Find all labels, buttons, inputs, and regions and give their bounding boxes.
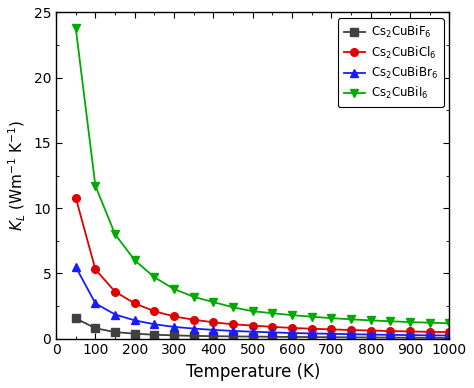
Cs$_2$CuBiBr$_6$ <box>152 322 157 327</box>
Cs$_2$CuBiI$_6$ <box>92 184 98 188</box>
Cs$_2$CuBiI$_6$ <box>270 311 275 315</box>
Cs$_2$CuBiF$_6$ <box>92 326 98 331</box>
Cs$_2$CuBiI$_6$ <box>328 316 334 320</box>
Cs$_2$CuBiBr$_6$ <box>112 312 118 317</box>
Cs$_2$CuBiI$_6$ <box>112 232 118 237</box>
Cs$_2$CuBiF$_6$ <box>191 334 197 338</box>
Cs$_2$CuBiI$_6$ <box>73 26 79 30</box>
Cs$_2$CuBiF$_6$ <box>407 335 413 340</box>
Cs$_2$CuBiF$_6$ <box>132 331 137 336</box>
Cs$_2$CuBiBr$_6$ <box>73 265 79 269</box>
Cs$_2$CuBiI$_6$ <box>191 294 197 299</box>
Cs$_2$CuBiBr$_6$ <box>309 331 315 336</box>
Cs$_2$CuBiCl$_6$ <box>112 289 118 294</box>
Cs$_2$CuBiF$_6$ <box>210 334 216 338</box>
Cs$_2$CuBiI$_6$ <box>309 314 315 319</box>
Cs$_2$CuBiBr$_6$ <box>230 329 236 333</box>
Cs$_2$CuBiBr$_6$ <box>328 331 334 336</box>
Line: Cs$_2$CuBiCl$_6$: Cs$_2$CuBiCl$_6$ <box>72 194 453 336</box>
Cs$_2$CuBiBr$_6$ <box>427 333 433 338</box>
Cs$_2$CuBiI$_6$ <box>250 309 255 314</box>
Line: Cs$_2$CuBiF$_6$: Cs$_2$CuBiF$_6$ <box>72 315 453 342</box>
Cs$_2$CuBiCl$_6$ <box>309 326 315 331</box>
Cs$_2$CuBiF$_6$ <box>328 335 334 340</box>
Line: Cs$_2$CuBiI$_6$: Cs$_2$CuBiI$_6$ <box>72 24 453 327</box>
Cs$_2$CuBiCl$_6$ <box>230 322 236 327</box>
Cs$_2$CuBiI$_6$ <box>289 313 295 317</box>
Cs$_2$CuBiBr$_6$ <box>250 329 255 334</box>
Cs$_2$CuBiCl$_6$ <box>289 326 295 330</box>
Cs$_2$CuBiF$_6$ <box>427 336 433 340</box>
Cs$_2$CuBiI$_6$ <box>427 320 433 325</box>
Cs$_2$CuBiI$_6$ <box>407 320 413 324</box>
Cs$_2$CuBiF$_6$ <box>309 335 315 340</box>
Cs$_2$CuBiI$_6$ <box>210 300 216 305</box>
Cs$_2$CuBiI$_6$ <box>348 317 354 322</box>
Cs$_2$CuBiBr$_6$ <box>132 318 137 323</box>
Cs$_2$CuBiCl$_6$ <box>73 196 79 200</box>
X-axis label: Temperature (K): Temperature (K) <box>186 363 320 381</box>
Cs$_2$CuBiCl$_6$ <box>447 330 452 334</box>
Cs$_2$CuBiCl$_6$ <box>328 327 334 332</box>
Cs$_2$CuBiF$_6$ <box>388 335 393 340</box>
Legend: Cs$_2$CuBiF$_6$, Cs$_2$CuBiCl$_6$, Cs$_2$CuBiBr$_6$, Cs$_2$CuBiI$_6$: Cs$_2$CuBiF$_6$, Cs$_2$CuBiCl$_6$, Cs$_2… <box>338 18 444 107</box>
Cs$_2$CuBiBr$_6$ <box>191 326 197 331</box>
Cs$_2$CuBiCl$_6$ <box>92 267 98 272</box>
Cs$_2$CuBiI$_6$ <box>132 258 137 263</box>
Cs$_2$CuBiCl$_6$ <box>250 323 255 328</box>
Cs$_2$CuBiBr$_6$ <box>92 301 98 306</box>
Cs$_2$CuBiBr$_6$ <box>348 332 354 336</box>
Cs$_2$CuBiCl$_6$ <box>132 301 137 306</box>
Cs$_2$CuBiI$_6$ <box>230 305 236 310</box>
Cs$_2$CuBiI$_6$ <box>171 287 177 291</box>
Cs$_2$CuBiI$_6$ <box>152 275 157 280</box>
Cs$_2$CuBiCl$_6$ <box>191 317 197 322</box>
Cs$_2$CuBiF$_6$ <box>289 334 295 339</box>
Cs$_2$CuBiBr$_6$ <box>210 327 216 332</box>
Cs$_2$CuBiBr$_6$ <box>171 325 177 329</box>
Cs$_2$CuBiF$_6$ <box>348 335 354 340</box>
Cs$_2$CuBiF$_6$ <box>270 334 275 339</box>
Cs$_2$CuBiCl$_6$ <box>152 309 157 314</box>
Cs$_2$CuBiBr$_6$ <box>289 331 295 335</box>
Cs$_2$CuBiBr$_6$ <box>388 333 393 337</box>
Cs$_2$CuBiBr$_6$ <box>447 333 452 338</box>
Cs$_2$CuBiF$_6$ <box>250 334 255 339</box>
Cs$_2$CuBiBr$_6$ <box>270 330 275 335</box>
Cs$_2$CuBiI$_6$ <box>388 319 393 324</box>
Cs$_2$CuBiCl$_6$ <box>407 329 413 334</box>
Cs$_2$CuBiF$_6$ <box>368 335 374 340</box>
Cs$_2$CuBiI$_6$ <box>447 321 452 326</box>
Cs$_2$CuBiF$_6$ <box>73 316 79 321</box>
Cs$_2$CuBiCl$_6$ <box>348 328 354 333</box>
Cs$_2$CuBiCl$_6$ <box>171 314 177 319</box>
Cs$_2$CuBiF$_6$ <box>171 333 177 338</box>
Cs$_2$CuBiF$_6$ <box>152 333 157 337</box>
Line: Cs$_2$CuBiBr$_6$: Cs$_2$CuBiBr$_6$ <box>72 263 453 340</box>
Cs$_2$CuBiI$_6$ <box>368 318 374 323</box>
Cs$_2$CuBiBr$_6$ <box>368 332 374 337</box>
Cs$_2$CuBiF$_6$ <box>230 334 236 339</box>
Cs$_2$CuBiCl$_6$ <box>210 320 216 325</box>
Y-axis label: $K_L$ (Wm$^{-1}$ K$^{-1}$): $K_L$ (Wm$^{-1}$ K$^{-1}$) <box>7 120 28 231</box>
Cs$_2$CuBiF$_6$ <box>447 336 452 340</box>
Cs$_2$CuBiCl$_6$ <box>368 328 374 333</box>
Cs$_2$CuBiBr$_6$ <box>407 333 413 338</box>
Cs$_2$CuBiCl$_6$ <box>270 325 275 329</box>
Cs$_2$CuBiCl$_6$ <box>388 329 393 333</box>
Cs$_2$CuBiCl$_6$ <box>427 329 433 334</box>
Cs$_2$CuBiF$_6$ <box>112 330 118 334</box>
